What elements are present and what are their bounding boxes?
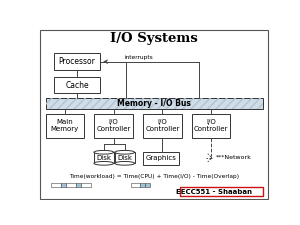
Bar	[54, 77, 100, 93]
Bar	[143, 152, 179, 165]
Bar	[46, 97, 263, 109]
Bar	[146, 183, 151, 187]
Text: Graphics: Graphics	[146, 155, 177, 161]
Bar	[46, 97, 263, 109]
Bar	[192, 114, 230, 138]
Text: I/O
Controller: I/O Controller	[145, 119, 180, 132]
Bar	[115, 152, 135, 163]
Bar	[140, 183, 146, 187]
Bar	[54, 53, 100, 70]
Bar	[181, 187, 263, 196]
Bar	[61, 183, 66, 187]
Text: Main
Memory: Main Memory	[51, 119, 79, 132]
Text: Cache: Cache	[65, 81, 89, 90]
Bar	[46, 114, 84, 138]
Bar	[76, 183, 81, 187]
Bar	[143, 114, 182, 138]
Text: EECC551 - Shaaban: EECC551 - Shaaban	[176, 189, 252, 196]
Text: I/O
Controller: I/O Controller	[97, 119, 131, 132]
Text: I/O Systems: I/O Systems	[110, 32, 198, 45]
Bar	[94, 114, 133, 138]
Ellipse shape	[94, 151, 114, 154]
Text: Memory - I/O Bus: Memory - I/O Bus	[117, 99, 191, 108]
Text: Disk: Disk	[96, 155, 111, 161]
Text: interrupts: interrupts	[125, 55, 153, 60]
Bar	[81, 183, 91, 187]
Bar	[66, 183, 76, 187]
Text: Time(workload) = Time(CPU) + Time(I/O) - Time(Overlap): Time(workload) = Time(CPU) + Time(I/O) -…	[69, 174, 239, 179]
Text: Disk: Disk	[117, 155, 132, 161]
Ellipse shape	[115, 151, 135, 154]
Text: Processor: Processor	[58, 57, 95, 66]
Text: I/O
Controller: I/O Controller	[194, 119, 229, 132]
Text: ***Network: ***Network	[215, 155, 251, 160]
Bar	[94, 152, 114, 163]
Ellipse shape	[115, 162, 135, 165]
Bar	[52, 183, 61, 187]
Ellipse shape	[94, 162, 114, 165]
Bar	[130, 183, 140, 187]
